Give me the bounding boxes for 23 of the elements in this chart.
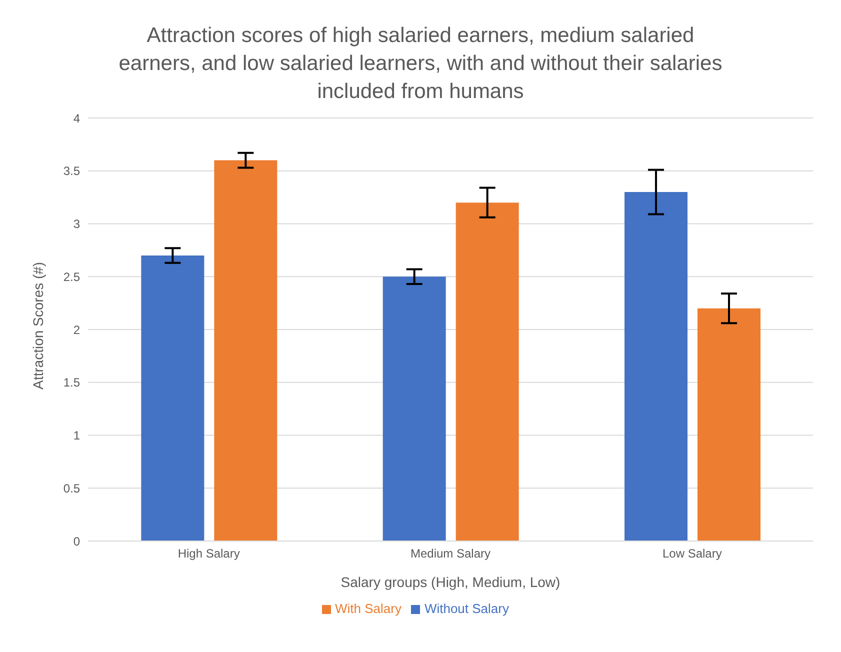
y-tick-label: 1.5 xyxy=(63,376,80,390)
y-tick-label: 0 xyxy=(73,534,80,548)
y-tick-label: 3.5 xyxy=(63,164,80,178)
bar xyxy=(624,192,688,541)
y-tick-label: 4 xyxy=(73,111,80,126)
y-tick-label: 2 xyxy=(73,322,80,337)
y-tick-label: 0.5 xyxy=(63,481,80,496)
bar xyxy=(214,160,278,541)
legend-label: Without Salary xyxy=(424,601,509,616)
x-axis-title: Salary groups (High, Medium, Low) xyxy=(340,574,560,590)
y-axis-title: Attraction Scores (#) xyxy=(30,262,46,390)
bar xyxy=(456,202,519,541)
x-tick-label: Medium Salary xyxy=(410,546,491,561)
y-tick-label: 2.5 xyxy=(63,270,80,284)
bar xyxy=(698,308,760,541)
bar xyxy=(141,255,204,541)
x-tick-label: High Salary xyxy=(178,546,240,561)
chart-title: Attraction scores of high salaried earners, medium salaried earners, and low salaried learners, with and without their salaries included from humans xyxy=(118,23,724,105)
y-tick-label: 1 xyxy=(73,428,80,443)
bar xyxy=(382,276,446,541)
legend-label: With Salary xyxy=(334,601,402,616)
y-tick-label: 3 xyxy=(73,217,80,232)
x-tick-label: Low Salary xyxy=(662,546,722,561)
